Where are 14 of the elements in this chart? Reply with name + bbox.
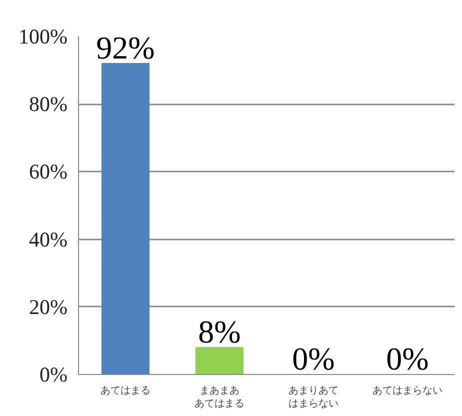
x-tick-label: あてはまらない bbox=[372, 386, 442, 396]
data-label: 92% bbox=[96, 30, 155, 66]
y-tick-label: 0% bbox=[40, 362, 68, 386]
y-tick-label: 60% bbox=[29, 160, 68, 184]
y-tick-label: 20% bbox=[29, 294, 68, 319]
y-tick-label: 100% bbox=[18, 24, 68, 48]
y-tick-label: 40% bbox=[29, 227, 68, 252]
data-label: 0% bbox=[386, 340, 429, 376]
y-tick-label: 80% bbox=[29, 92, 68, 116]
x-tick-label: あまりあてはまらない bbox=[288, 386, 338, 410]
x-tick-label: まあまああてはまる bbox=[194, 386, 244, 410]
data-label: 8% bbox=[198, 313, 241, 350]
x-tick-label: あてはまる bbox=[100, 386, 150, 396]
data-label: 0% bbox=[292, 340, 335, 376]
